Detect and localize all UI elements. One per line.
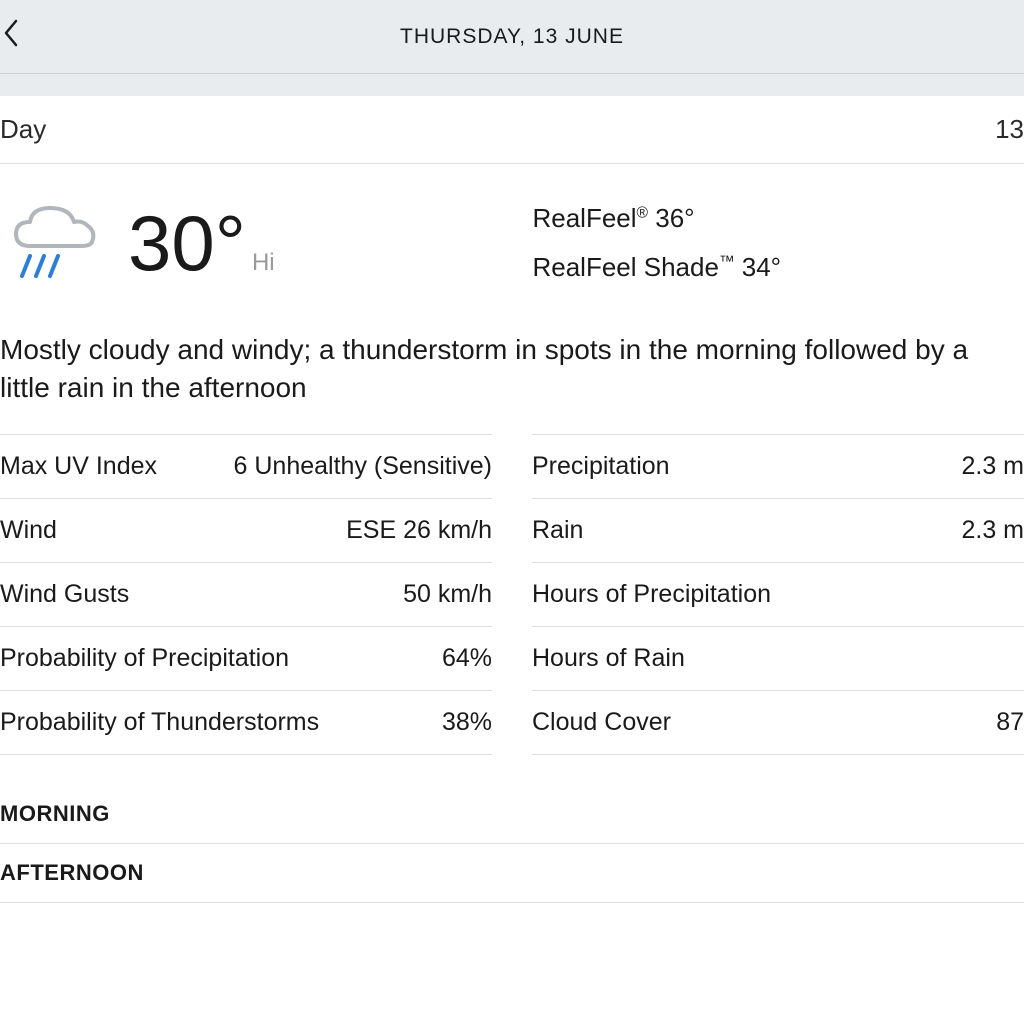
temperature-hi-label: Hi — [252, 249, 275, 277]
detail-row: Max UV Index 6 Unhealthy (Sensitive) — [0, 434, 492, 499]
realfeel-line: RealFeel® 36° — [532, 194, 781, 243]
weather-cloud-rain-icon — [0, 198, 110, 288]
detail-label: Probability of Thunderstorms — [0, 708, 319, 737]
section-morning[interactable]: MORNING — [0, 785, 1024, 844]
realfeel-block: RealFeel® 36° RealFeel Shade™ 34° — [532, 194, 781, 293]
detail-value: 2.3 m — [961, 516, 1024, 545]
detail-value: 38% — [442, 708, 492, 737]
detail-label: Wind — [0, 516, 57, 545]
detail-row: Probability of Thunderstorms 38% — [0, 691, 492, 755]
detail-value: 2.3 m — [961, 452, 1024, 481]
weather-description: Mostly cloudy and windy; a thunderstorm … — [0, 323, 1024, 435]
temperature-value: 30° — [128, 204, 246, 282]
time-sections: MORNING AFTERNOON — [0, 755, 1024, 903]
details-col-right: Precipitation 2.3 m Rain 2.3 m Hours of … — [532, 434, 1024, 755]
back-chevron-icon[interactable] — [0, 19, 24, 54]
details-grid: Max UV Index 6 Unhealthy (Sensitive) Win… — [0, 434, 1024, 755]
detail-label: Hours of Rain — [532, 644, 685, 673]
detail-row: Cloud Cover 87 — [532, 691, 1024, 755]
detail-value: 50 km/h — [403, 580, 492, 609]
detail-value: 6 Unhealthy (Sensitive) — [234, 452, 492, 481]
details-col-left: Max UV Index 6 Unhealthy (Sensitive) Win… — [0, 434, 492, 755]
detail-value: 87 — [996, 708, 1024, 737]
realfeelshade-line: RealFeel Shade™ 34° — [532, 243, 781, 292]
detail-label: Precipitation — [532, 452, 670, 481]
realfeelshade-value: 34° — [735, 252, 782, 282]
realfeel-label: RealFeel — [532, 203, 636, 233]
realfeel-sup: ® — [637, 204, 649, 221]
detail-label: Hours of Precipitation — [532, 580, 771, 609]
detail-row: Hours of Rain — [532, 627, 1024, 691]
detail-row: Wind Gusts 50 km/h — [0, 563, 492, 627]
header-bar: THURSDAY, 13 JUNE — [0, 0, 1024, 74]
section-afternoon[interactable]: AFTERNOON — [0, 844, 1024, 903]
detail-row: Precipitation 2.3 m — [532, 434, 1024, 499]
detail-value: 64% — [442, 644, 492, 673]
day-row: Day 13 — [0, 96, 1024, 164]
detail-value: ESE 26 km/h — [346, 516, 492, 545]
hero-section: 30° Hi RealFeel® 36° RealFeel Shade™ 34° — [0, 164, 1024, 323]
realfeelshade-label: RealFeel Shade — [532, 252, 718, 282]
realfeel-value: 36° — [648, 203, 695, 233]
detail-label: Max UV Index — [0, 452, 157, 481]
realfeelshade-sup: ™ — [719, 254, 735, 271]
weather-content: Day 13 30° Hi RealFeel® 36° Rea — [0, 96, 1024, 903]
header-date-title: THURSDAY, 13 JUNE — [400, 25, 624, 49]
detail-row: Wind ESE 26 km/h — [0, 499, 492, 563]
detail-row: Hours of Precipitation — [532, 563, 1024, 627]
detail-label: Probability of Precipitation — [0, 644, 289, 673]
day-number: 13 — [995, 114, 1024, 145]
detail-label: Wind Gusts — [0, 580, 129, 609]
hero-left: 30° Hi — [0, 198, 532, 288]
detail-row: Probability of Precipitation 64% — [0, 627, 492, 691]
temp-block: 30° Hi — [128, 204, 275, 282]
header-gap — [0, 74, 1024, 96]
detail-row: Rain 2.3 m — [532, 499, 1024, 563]
day-label: Day — [0, 114, 46, 145]
detail-label: Rain — [532, 516, 583, 545]
detail-label: Cloud Cover — [532, 708, 671, 737]
